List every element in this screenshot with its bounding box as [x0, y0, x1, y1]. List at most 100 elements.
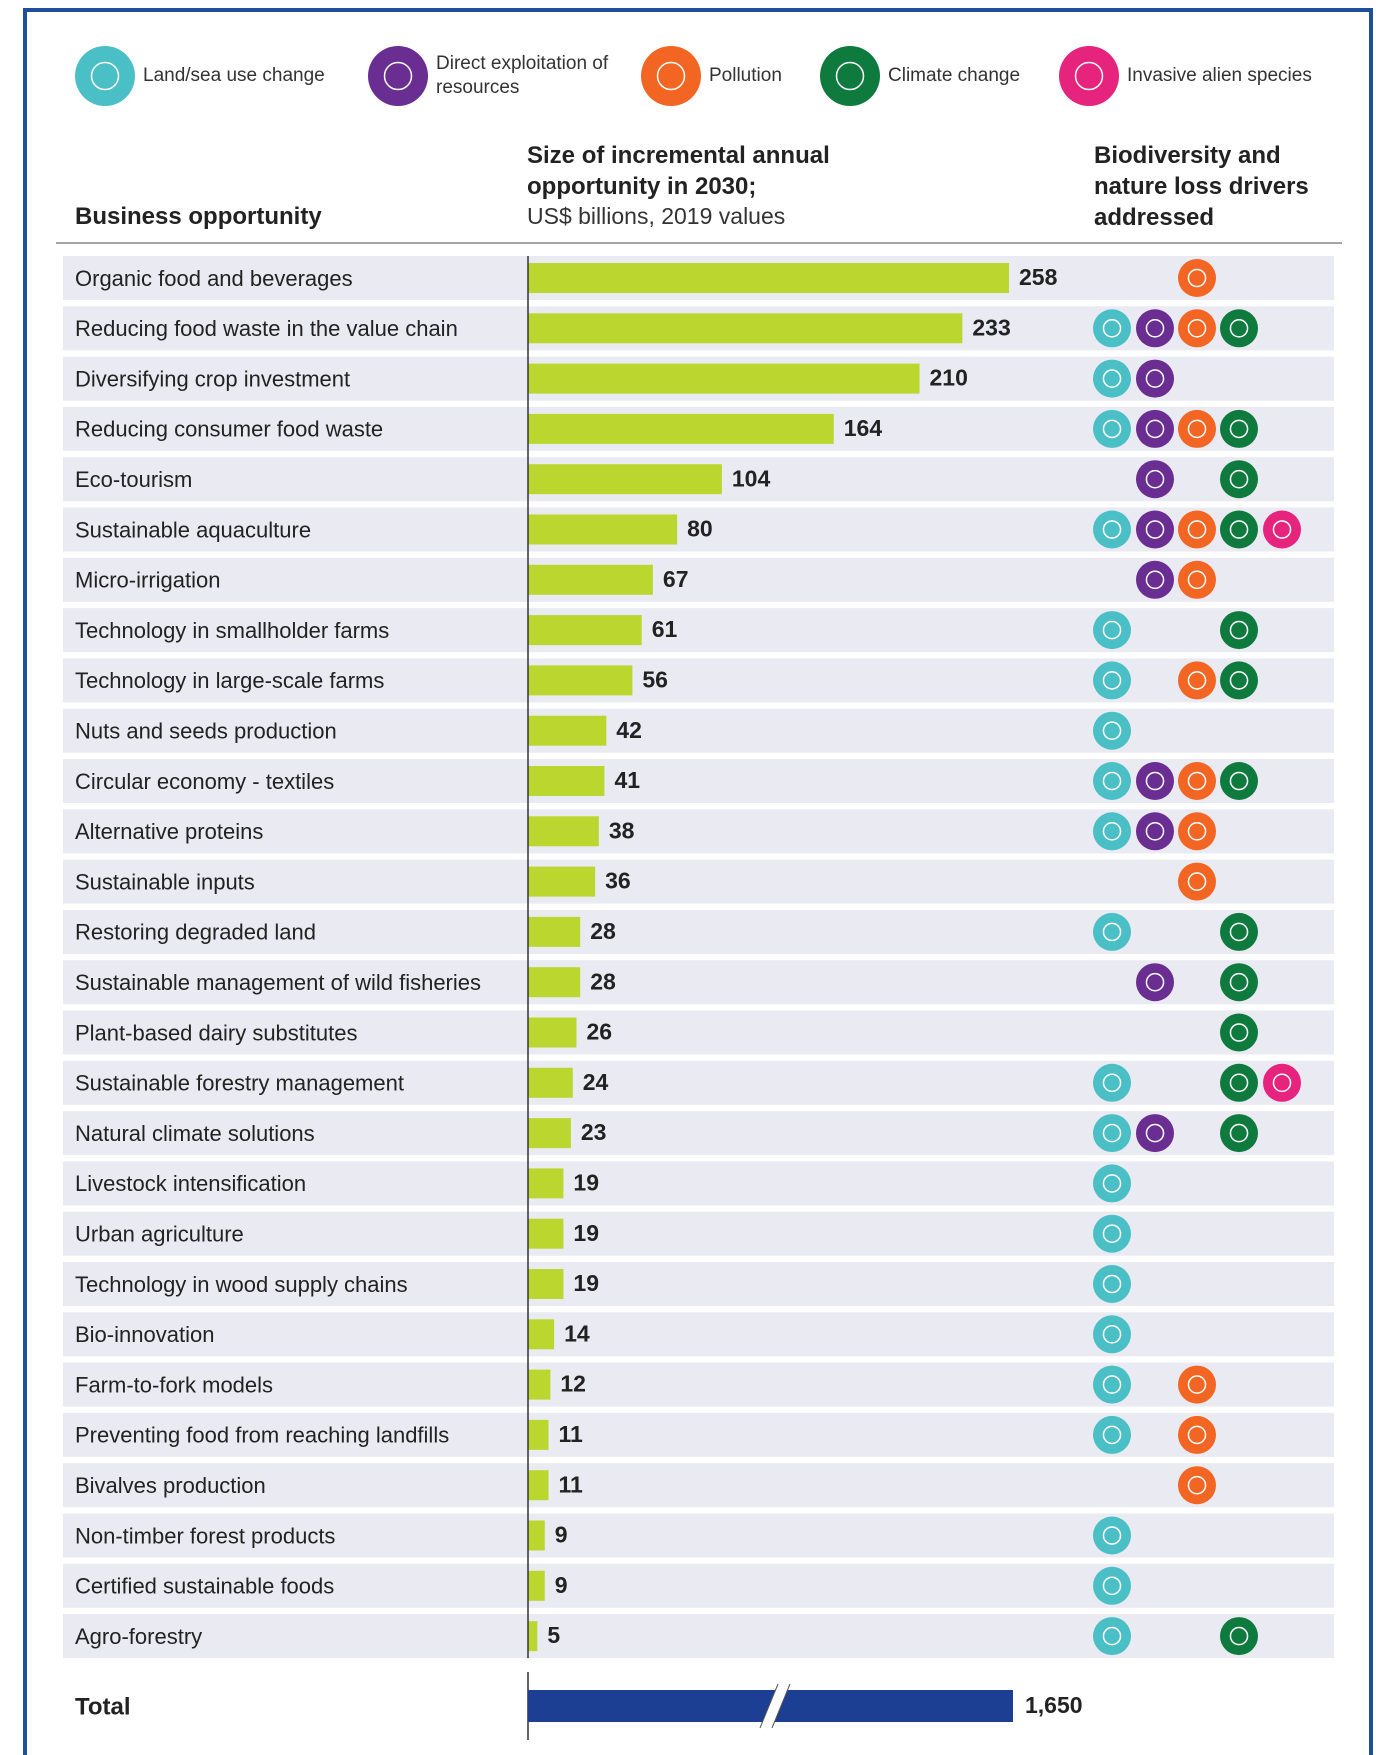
driver-glyph: [1272, 1073, 1292, 1093]
legend-label: Invasive alien species: [1127, 65, 1312, 86]
driver-glyph: [1187, 771, 1207, 791]
driver-icon: [1136, 812, 1174, 851]
driver-icon: [1220, 510, 1258, 549]
driver-icon: [1220, 1063, 1258, 1102]
value-label: 41: [614, 767, 640, 793]
value-label: 258: [1019, 264, 1058, 290]
value-label: 42: [616, 717, 642, 743]
driver-icon: [1093, 1415, 1131, 1454]
driver-glyph: [1229, 469, 1249, 489]
category-label: Alternative proteins: [75, 819, 263, 844]
driver-glyph: [1074, 61, 1104, 91]
driver-glyph: [1102, 822, 1122, 841]
driver-icon: [1220, 762, 1258, 800]
driver-glyph: [1145, 771, 1165, 791]
driver-glyph: [1187, 570, 1207, 590]
driver-icon: [1093, 359, 1131, 398]
driver-glyph: [1102, 771, 1122, 791]
bar: [528, 1017, 577, 1048]
driver-glyph: [1102, 1224, 1122, 1243]
bar: [528, 1067, 573, 1098]
category-label: Bio-innovation: [75, 1322, 214, 1347]
bar: [528, 1319, 555, 1350]
value-label: 19: [573, 1169, 599, 1195]
driver-glyph: [1229, 1073, 1249, 1093]
category-label: Reducing consumer food waste: [75, 417, 383, 442]
value-label: 233: [972, 314, 1010, 340]
driver-glyph: [1187, 872, 1207, 891]
row-band: [63, 859, 1334, 904]
driver-icon: [1093, 762, 1131, 800]
bar: [528, 464, 722, 495]
value-axis-title: Size of incremental annual opportunity i…: [527, 142, 830, 200]
driver-icon: [1220, 409, 1258, 448]
driver-glyph: [1145, 570, 1165, 590]
driver-icon: [1136, 409, 1174, 448]
value-label: 38: [609, 817, 635, 843]
driver-glyph: [1102, 319, 1122, 338]
row-band: [63, 1463, 1334, 1508]
driver-icon: [1093, 611, 1131, 650]
category-label: Agro-forestry: [75, 1624, 202, 1649]
legend-label: Climate change: [888, 65, 1021, 86]
bar: [528, 564, 653, 595]
driver-icon: [1220, 1617, 1258, 1656]
driver-glyph: [835, 61, 865, 91]
bar: [528, 1621, 538, 1652]
driver-icon: [1178, 409, 1216, 448]
axis-break-line: [759, 1683, 779, 1729]
driver-icon: [1178, 560, 1216, 599]
driver-glyph: [383, 61, 413, 91]
driver-glyph: [1229, 922, 1249, 942]
category-label: Circular economy - textiles: [75, 769, 334, 794]
category-label: Non-timber forest products: [75, 1523, 335, 1548]
driver-glyph: [1102, 1073, 1122, 1093]
value-label: 28: [590, 968, 616, 994]
value-label: 11: [559, 1421, 584, 1447]
driver-glyph: [1145, 1123, 1165, 1143]
row-band: [63, 557, 1334, 602]
driver-icon: [1178, 510, 1216, 549]
driver-icon: [641, 46, 701, 106]
bar: [528, 1520, 545, 1551]
driver-icon: [1178, 762, 1216, 800]
bar: [528, 715, 607, 746]
value-label: 23: [581, 1119, 607, 1145]
driver-icon: [1220, 611, 1258, 650]
value-label: 12: [560, 1371, 586, 1397]
row-band: [63, 960, 1334, 1005]
driver-icon: [1178, 1365, 1216, 1404]
driver-icon: [1093, 711, 1131, 750]
driver-glyph: [1229, 419, 1249, 439]
driver-icon: [1093, 1617, 1131, 1656]
category-label: Restoring degraded land: [75, 920, 316, 945]
driver-icon: [1093, 661, 1131, 700]
driver-glyph: [1102, 1375, 1122, 1394]
driver-icon: [1136, 510, 1174, 549]
bar: [528, 665, 633, 696]
driver-icon: [1220, 309, 1258, 348]
driver-icon: [1093, 309, 1131, 348]
driver-icon: [1093, 409, 1131, 448]
legend-label: Direct exploitation of resources: [436, 53, 609, 98]
bar: [528, 1118, 571, 1149]
value-label: 56: [642, 666, 668, 692]
driver-glyph: [1102, 1576, 1122, 1596]
bar: [528, 1419, 549, 1450]
driver-glyph: [1187, 822, 1207, 841]
axis-break-line: [771, 1683, 791, 1729]
driver-glyph: [1187, 319, 1207, 338]
category-label: Sustainable inputs: [75, 869, 255, 894]
bar: [528, 916, 581, 947]
category-label: Certified sustainable foods: [75, 1574, 334, 1599]
driver-glyph: [1145, 369, 1165, 388]
driver-glyph: [90, 61, 120, 91]
driver-glyph: [1229, 972, 1249, 992]
driver-glyph: [1272, 520, 1292, 539]
value-label: 9: [555, 1522, 568, 1548]
driver-icon: [1093, 1265, 1131, 1303]
driver-icon: [1093, 1365, 1131, 1404]
category-label: Technology in wood supply chains: [75, 1272, 408, 1297]
driver-glyph: [1102, 922, 1122, 942]
